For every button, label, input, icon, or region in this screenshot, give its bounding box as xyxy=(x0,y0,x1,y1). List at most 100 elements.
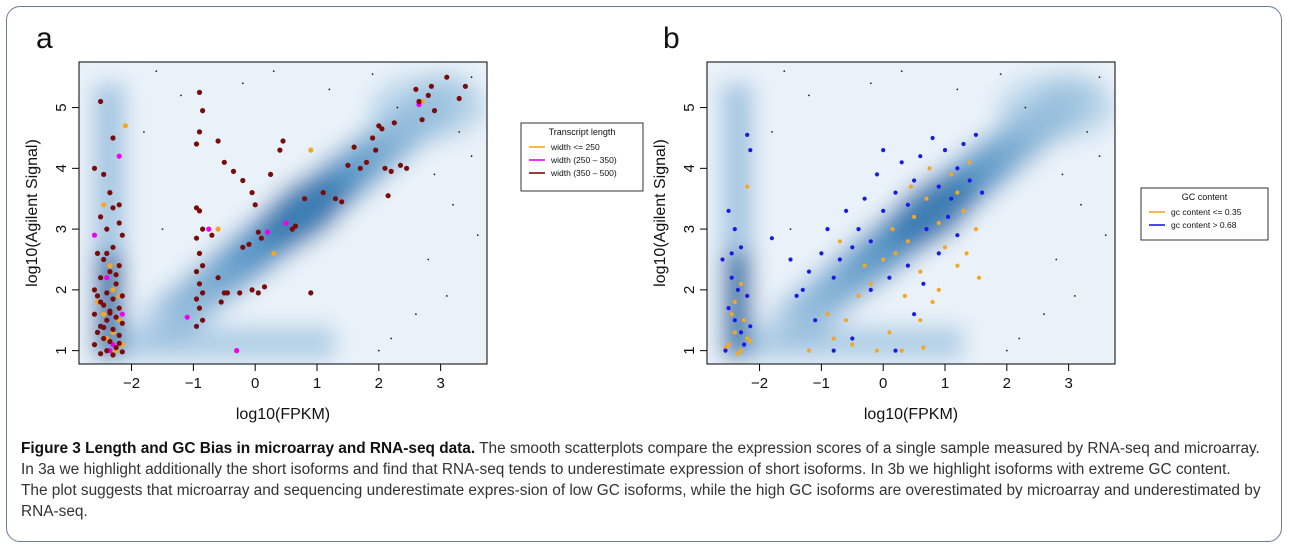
data-point xyxy=(868,281,873,286)
data-point xyxy=(113,281,119,287)
data-point xyxy=(196,250,203,256)
data-point xyxy=(887,275,892,280)
x-tick-label: 1 xyxy=(941,375,949,392)
data-point xyxy=(831,336,836,341)
data-point xyxy=(98,98,104,105)
data-point xyxy=(98,214,104,220)
data-point xyxy=(769,236,775,241)
data-point xyxy=(961,208,966,213)
data-point xyxy=(110,352,116,358)
data-point xyxy=(215,226,221,232)
data-point xyxy=(230,168,237,174)
data-point xyxy=(104,250,110,256)
data-point xyxy=(351,144,357,150)
data-point xyxy=(200,108,206,114)
data-point xyxy=(905,239,911,244)
x-tick-label: −2 xyxy=(123,375,140,392)
data-point xyxy=(726,208,731,213)
data-point xyxy=(745,184,750,189)
data-point xyxy=(215,138,221,144)
data-point xyxy=(955,166,960,171)
data-point xyxy=(193,269,200,275)
data-point xyxy=(196,89,203,95)
data-point xyxy=(240,177,246,184)
data-point xyxy=(237,290,243,296)
data-point xyxy=(110,244,116,250)
data-point xyxy=(856,227,861,232)
data-point xyxy=(918,318,923,323)
data-point xyxy=(748,339,753,344)
data-point xyxy=(902,293,907,298)
data-point xyxy=(200,226,206,232)
data-point xyxy=(942,148,948,153)
data-point xyxy=(200,290,206,296)
data-point xyxy=(113,314,119,320)
data-point xyxy=(388,168,394,174)
data-point xyxy=(837,239,843,244)
data-point xyxy=(107,190,113,196)
data-point xyxy=(116,202,122,208)
data-point xyxy=(271,250,277,256)
x-tick-label: 1 xyxy=(313,375,321,392)
data-point xyxy=(881,148,886,153)
data-point xyxy=(800,287,805,292)
data-point xyxy=(104,290,110,296)
data-point xyxy=(382,165,388,171)
data-point xyxy=(193,235,200,241)
data-point xyxy=(221,159,227,165)
data-point xyxy=(881,257,886,262)
legend-entry: gc content <= 0.35 xyxy=(1171,207,1242,217)
data-point xyxy=(119,232,125,238)
data-point xyxy=(107,338,113,345)
data-point xyxy=(806,348,812,353)
plot-frame xyxy=(78,61,488,365)
data-point xyxy=(748,324,753,329)
data-point xyxy=(200,317,206,323)
data-point xyxy=(193,296,200,302)
data-point xyxy=(234,348,240,354)
data-point xyxy=(874,348,880,353)
data-point xyxy=(862,263,867,268)
data-point xyxy=(893,190,898,195)
data-point xyxy=(930,135,935,141)
series-1-points xyxy=(720,132,985,353)
data-point xyxy=(899,160,904,165)
data-point xyxy=(196,129,203,135)
x-axis-label: log10(FPKM) xyxy=(864,406,958,423)
data-point xyxy=(868,239,873,244)
data-point xyxy=(844,318,849,323)
data-point xyxy=(280,138,286,144)
y-tick-label: 3 xyxy=(53,225,70,233)
x-tick-label: 3 xyxy=(436,375,444,392)
data-point xyxy=(837,257,843,262)
panel-a: −2 −1 0 1 2 3 1 2 3 4 5 log10(FPKM) log10(Agilent Si… xyxy=(24,61,644,423)
data-point xyxy=(196,208,203,214)
data-point xyxy=(196,281,203,287)
data-point xyxy=(850,336,855,341)
legend: Transcript length width <= 250 width (250 … xyxy=(520,122,644,192)
legend-entry: gc content > 0.68 xyxy=(1171,220,1237,230)
x-tick-label: 0 xyxy=(879,375,887,392)
x-tick-label: −1 xyxy=(185,375,202,392)
data-point xyxy=(373,147,379,153)
data-point xyxy=(255,290,261,296)
data-point xyxy=(881,208,886,213)
data-point xyxy=(921,345,926,350)
data-point xyxy=(428,83,434,89)
data-point xyxy=(893,348,898,353)
data-point xyxy=(91,287,98,293)
data-point xyxy=(116,340,122,346)
data-point xyxy=(955,233,960,238)
data-point xyxy=(107,263,113,269)
data-point xyxy=(973,132,979,137)
data-point xyxy=(101,324,107,331)
data-point xyxy=(912,214,917,219)
data-point xyxy=(116,332,122,338)
data-point xyxy=(912,178,917,183)
data-point xyxy=(246,241,252,247)
data-point xyxy=(116,263,122,269)
data-point xyxy=(738,281,744,286)
data-point xyxy=(209,232,215,238)
data-point xyxy=(918,154,923,159)
y-tick-label: 1 xyxy=(53,346,70,354)
